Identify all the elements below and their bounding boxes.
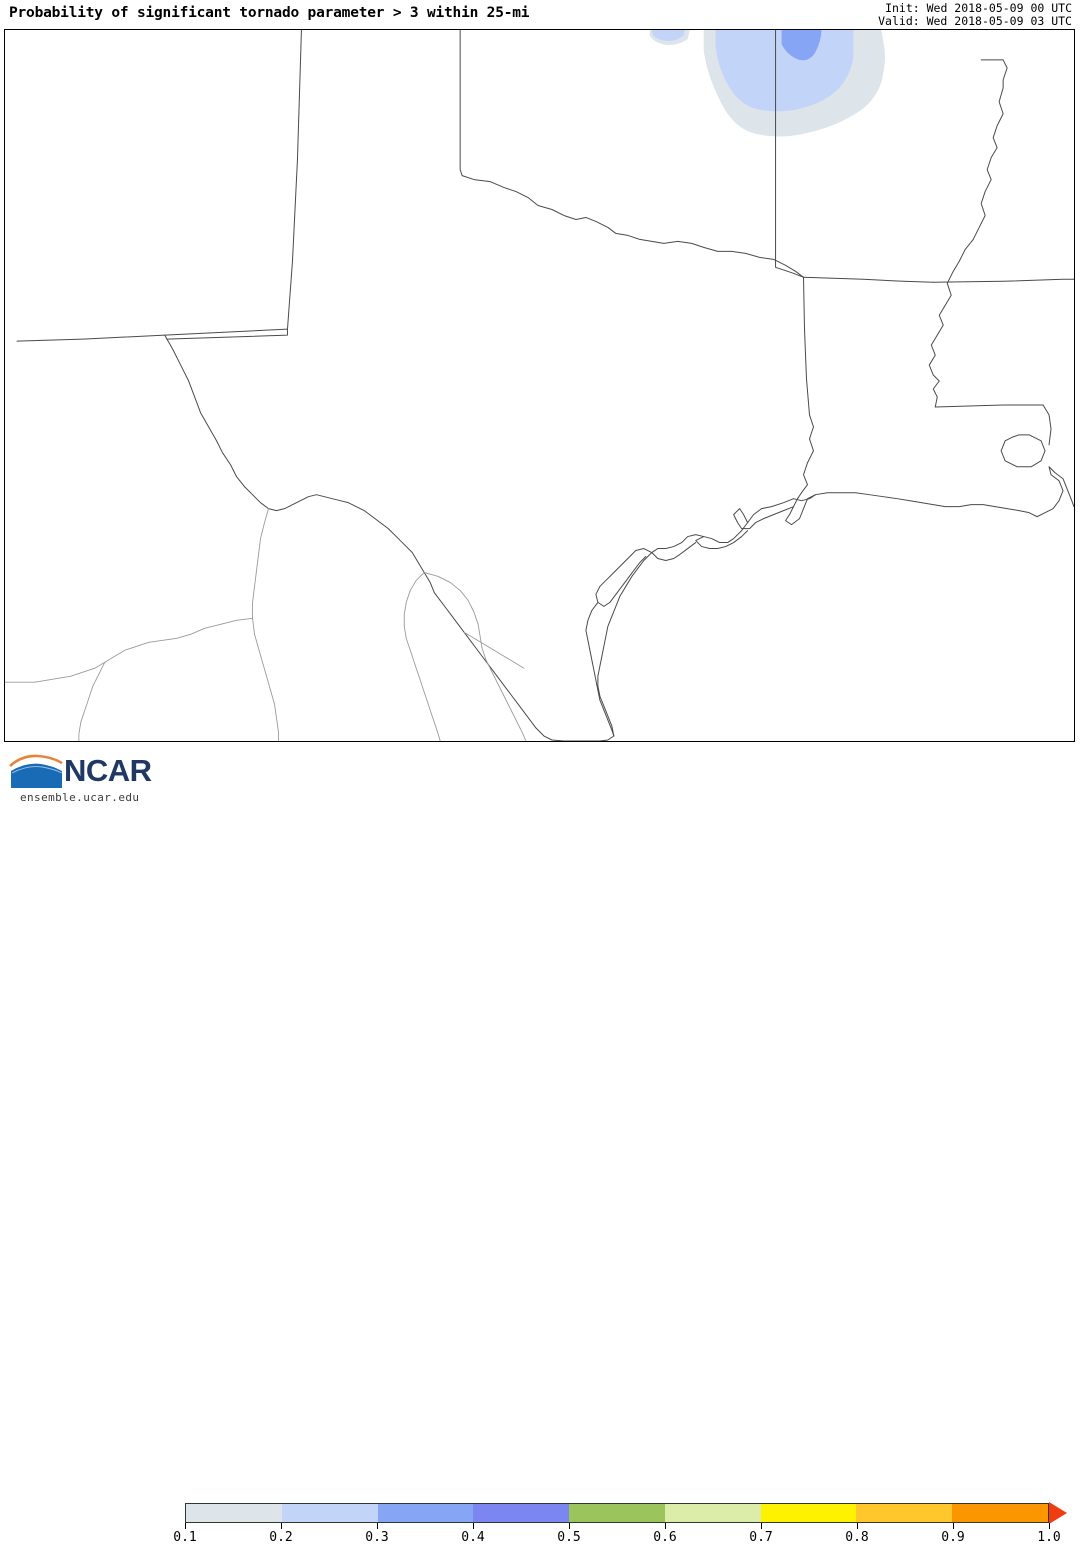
contour-fill-0.3 bbox=[781, 30, 822, 61]
colorbar[interactable] bbox=[185, 1502, 1067, 1524]
map-panel bbox=[4, 29, 1075, 742]
colorbar-band-0.2 bbox=[281, 1504, 378, 1522]
border-tx-la bbox=[803, 276, 810, 416]
ncar-logo-white-stripe bbox=[10, 759, 63, 770]
coastline-texas-upper bbox=[733, 498, 795, 530]
contour-fill-0.2b bbox=[715, 30, 854, 112]
colorbar-band-0.8 bbox=[856, 1504, 953, 1522]
mx-state-line-1 bbox=[252, 508, 279, 741]
colorbar-tick-0.8 bbox=[857, 1523, 858, 1529]
mx-state-line-5 bbox=[403, 572, 441, 741]
colorbar-label-0.5: 0.5 bbox=[557, 1530, 581, 1545]
mx-state-line-2 bbox=[5, 617, 253, 683]
ncar-logo-blue-shape bbox=[11, 763, 62, 788]
colorbar-label-1.0: 1.0 bbox=[1037, 1530, 1061, 1545]
border-nm-tx-corner bbox=[166, 328, 288, 340]
forecast-metadata: Init: Wed 2018-05-09 00 UTC Valid: Wed 2… bbox=[878, 2, 1072, 28]
ncar-url-label: ensemble.ucar.edu bbox=[20, 791, 140, 804]
valid-time-label: Valid: Wed 2018-05-09 03 UTC bbox=[878, 14, 1072, 28]
colorbar-bands[interactable] bbox=[185, 1503, 1049, 1523]
border-tx-sabine bbox=[797, 414, 814, 500]
init-time-label: Init: Wed 2018-05-09 00 UTC bbox=[885, 1, 1072, 15]
border-tx-ok-red-river bbox=[461, 175, 805, 278]
colorbar-label-0.4: 0.4 bbox=[461, 1530, 485, 1545]
ncar-logo[interactable]: NCAR ensemble.ucar.edu bbox=[8, 754, 168, 804]
colorbar-band-0.5 bbox=[569, 1504, 665, 1522]
coastline-galveston-area bbox=[793, 494, 816, 502]
mx-state-line-3 bbox=[78, 661, 106, 741]
ncar-logo-highlight bbox=[11, 766, 63, 774]
colorbar-tick-0.5 bbox=[569, 1523, 570, 1529]
page-title: Probability of significant tornado param… bbox=[9, 5, 530, 21]
border-nm-tx-south bbox=[16, 328, 288, 342]
colorbar-label-0.8: 0.8 bbox=[845, 1530, 869, 1545]
colorbar-band-0.7 bbox=[760, 1504, 857, 1522]
colorbar-label-0.3: 0.3 bbox=[365, 1530, 389, 1545]
border-la-north bbox=[934, 404, 1052, 446]
border-rio-grande bbox=[164, 334, 601, 741]
colorbar-tick-0.2 bbox=[281, 1523, 282, 1529]
coastline-matagorda bbox=[695, 522, 749, 550]
colorbar-tick-0.1 bbox=[185, 1523, 186, 1529]
ncar-logo-orange-arc bbox=[9, 754, 63, 767]
colorbar-label-0.1: 0.1 bbox=[173, 1530, 197, 1545]
ncar-logo-mark bbox=[9, 754, 63, 788]
colorbar-band-0.9 bbox=[952, 1504, 1049, 1522]
colorbar-label-0.2: 0.2 bbox=[269, 1530, 293, 1545]
colorbar-tick-1.0 bbox=[1049, 1523, 1050, 1529]
colorbar-tick-0.4 bbox=[473, 1523, 474, 1529]
map-boundaries bbox=[5, 30, 1074, 741]
border-ok-ar bbox=[775, 30, 805, 278]
coastline-mississippi-delta bbox=[1036, 466, 1074, 518]
border-ms-north bbox=[980, 59, 1008, 89]
colorbar-band-0.3 bbox=[377, 1504, 474, 1522]
coastline-rio-grande-mouth bbox=[599, 735, 615, 741]
probability-contour-fills bbox=[649, 30, 885, 137]
border-ms-al-north bbox=[932, 278, 1074, 283]
contour-fill-0.2 bbox=[651, 30, 685, 41]
colorbar-label-0.7: 0.7 bbox=[749, 1530, 773, 1545]
colorbar-tick-0.7 bbox=[761, 1523, 762, 1529]
colorbar-ticks: 0.1 0.2 0.3 0.4 0.5 0.6 0.7 0.8 0.9 1.0 bbox=[173, 1523, 1061, 1547]
colorbar-tick-0.6 bbox=[665, 1523, 666, 1529]
border-mississippi-river bbox=[928, 87, 1004, 408]
border-nm-tx-panhandle bbox=[286, 30, 302, 330]
colorbar-label-0.6: 0.6 bbox=[653, 1530, 677, 1545]
colorbar-tick-0.9 bbox=[953, 1523, 954, 1529]
coastline-lake-pontchartrain bbox=[1000, 434, 1046, 468]
map-canvas bbox=[5, 30, 1074, 741]
colorbar-tick-0.3 bbox=[377, 1523, 378, 1529]
coastline-laguna-madre bbox=[585, 601, 615, 737]
colorbar-label-0.9: 0.9 bbox=[941, 1530, 965, 1545]
colorbar-band-0.6 bbox=[664, 1504, 761, 1522]
border-ok-panhandle bbox=[459, 30, 463, 177]
ncar-wordmark: NCAR bbox=[64, 753, 152, 788]
mexico-state-boundaries bbox=[5, 508, 527, 741]
coastline-gulf bbox=[785, 492, 1038, 526]
coastline-padre-island bbox=[597, 552, 653, 737]
coastline-corpus-bay bbox=[595, 548, 653, 607]
colorbar-over-arrow bbox=[1049, 1502, 1067, 1524]
footer-bar: NCAR ensemble.ucar.edu 0.1 0.2 0.3 0.4 0.5 0.… bbox=[0, 742, 1080, 1545]
mx-state-line-4 bbox=[423, 572, 527, 741]
header-bar: Probability of significant tornado param… bbox=[0, 0, 1080, 30]
colorbar-band-0.1 bbox=[186, 1504, 282, 1522]
coastline-bays-1 bbox=[651, 534, 705, 562]
colorbar-band-0.4 bbox=[473, 1504, 570, 1522]
border-ar-la bbox=[803, 276, 934, 283]
mx-state-line-6 bbox=[463, 631, 525, 669]
